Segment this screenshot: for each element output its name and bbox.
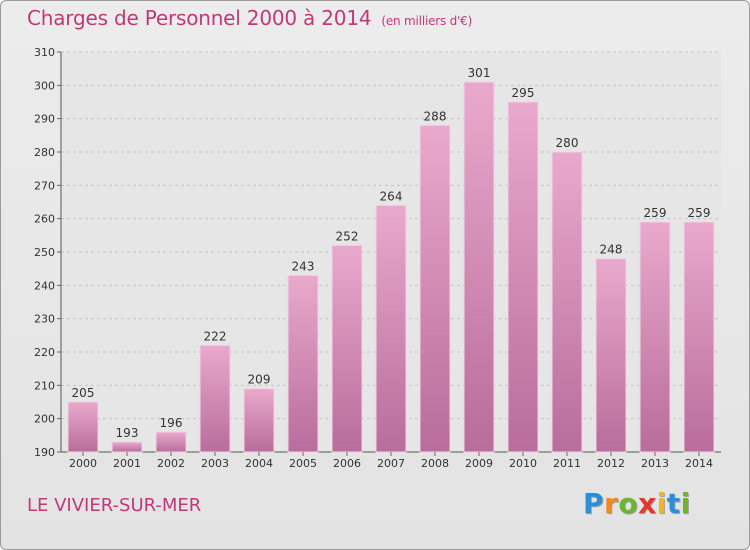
bar [683,221,715,453]
bar [507,101,539,453]
bar [243,388,275,453]
proxiti-logo: Proxiti [583,487,691,520]
bar [155,431,187,453]
y-tick-label: 210 [34,379,55,392]
place-name: LE VIVIER-SUR-MER [27,495,202,516]
bar-value-label: 259 [644,206,667,220]
x-tick-label: 2010 [509,457,537,470]
x-tick-label: 2005 [289,457,317,470]
logo-letter: i [656,487,667,520]
x-tick-label: 2013 [641,457,669,470]
bar [287,274,319,453]
logo-letter: i [680,487,691,520]
bar-value-label: 259 [688,206,711,220]
bar-value-label: 248 [600,243,623,257]
y-tick-label: 250 [34,246,55,259]
y-tick-label: 300 [34,79,55,92]
logo-letter: t [666,487,681,520]
y-tick-label: 200 [34,413,55,426]
bar-value-label: 193 [116,426,139,440]
y-tick-label: 220 [34,346,55,359]
x-tick-label: 2008 [421,457,449,470]
bar-value-label: 243 [292,259,315,273]
bar-value-label: 252 [336,229,359,243]
bar-value-label: 301 [468,66,491,80]
logo-letter: r [604,487,619,520]
chart-title-text: Charges de Personnel 2000 à 2014 [27,6,372,30]
bar [639,221,671,453]
y-tick-label: 280 [34,146,55,159]
logo-letter: P [583,487,605,520]
bar-value-label: 288 [424,109,447,123]
bar [67,401,99,453]
bar [419,124,451,453]
x-tick-label: 2014 [685,457,713,470]
logo-letter: x [638,487,657,520]
bar-value-label: 280 [556,136,579,150]
x-tick-label: 2007 [377,457,405,470]
x-tick-label: 2012 [597,457,625,470]
bar-value-label: 295 [512,86,535,100]
y-tick-label: 270 [34,179,55,192]
chart-unit-note: (en milliers d'€) [381,14,473,28]
bar [111,441,143,453]
bar [463,81,495,453]
y-tick-label: 290 [34,113,55,126]
bar [375,204,407,453]
x-tick-label: 2009 [465,457,493,470]
x-tick-label: 2001 [113,457,141,470]
y-tick-label: 310 [34,46,55,59]
x-tick-label: 2004 [245,457,273,470]
bar [331,244,363,453]
bar-value-label: 196 [160,416,183,430]
bar-value-label: 264 [380,189,403,203]
bar [551,151,583,453]
y-tick-label: 240 [34,279,55,292]
bar-value-label: 205 [72,386,95,400]
x-tick-label: 2011 [553,457,581,470]
chart-title: Charges de Personnel 2000 à 2014 (en mill… [27,6,472,30]
y-tick-label: 190 [34,446,55,459]
logo-letter: o [618,487,639,520]
bar [199,344,231,453]
y-tick-label: 260 [34,213,55,226]
bar-value-label: 222 [204,329,227,343]
bar [595,258,627,453]
bar-value-label: 209 [248,373,271,387]
x-tick-label: 2003 [201,457,229,470]
x-tick-label: 2002 [157,457,185,470]
y-tick-label: 230 [34,313,55,326]
x-tick-label: 2006 [333,457,361,470]
x-tick-label: 2000 [69,457,97,470]
